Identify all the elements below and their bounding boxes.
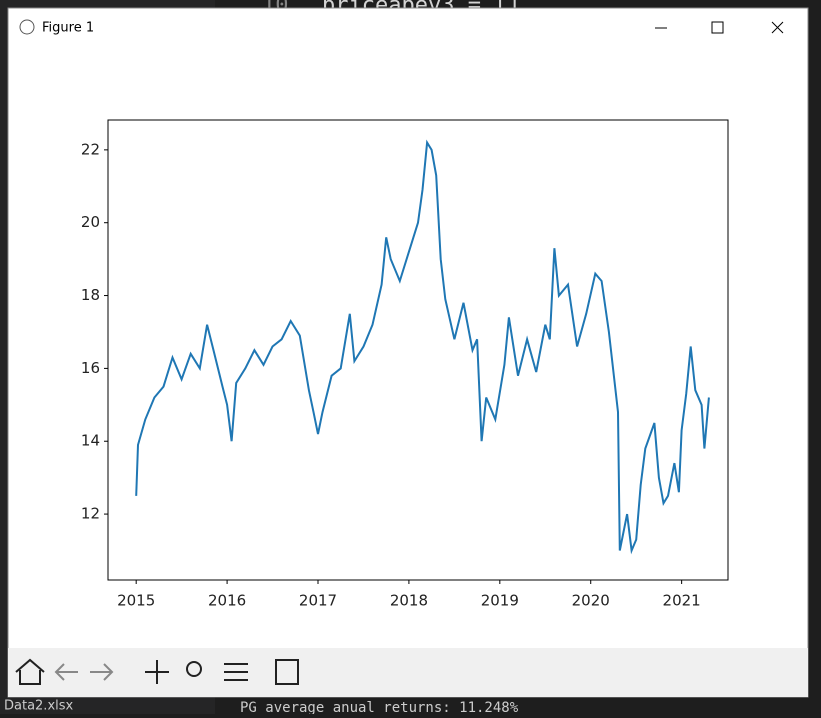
y-tick-label: 22 (81, 140, 100, 158)
file-item[interactable]: Data2.xlsx (4, 699, 74, 714)
chart: 12 14 16 18 20 22 2015 2016 2017 2018 2019 2020 2021 (81, 119, 729, 610)
x-tick-label: 2021 (663, 592, 701, 610)
toolbar (8, 648, 808, 697)
y-tick-label: 12 (81, 505, 100, 523)
y-tick-label: 20 (81, 213, 100, 231)
window-title: Figure 1 (42, 21, 94, 36)
configure-button[interactable] (224, 663, 248, 681)
y-tick-label: 14 (81, 432, 100, 450)
back-button[interactable] (54, 663, 78, 681)
forward-button[interactable] (90, 663, 114, 681)
x-tick-label: 2020 (572, 592, 610, 610)
y-tick-label: 18 (81, 286, 100, 304)
x-tick-label: 2019 (481, 592, 519, 610)
y-tick-label: 16 (81, 359, 100, 377)
terminal-output: PG average anual returns: 11.248% (240, 700, 519, 714)
app-icon (19, 19, 35, 35)
toolbar-buttons (15, 658, 299, 685)
price-line (135, 139, 710, 555)
x-tick-label: 2016 (208, 592, 246, 610)
close-button[interactable] (771, 21, 784, 34)
figure-window (7, 7, 809, 698)
x-tick-label: 2018 (390, 592, 428, 610)
home-button[interactable] (15, 658, 45, 685)
save-button[interactable] (275, 659, 299, 685)
zoom-button[interactable] (186, 661, 202, 677)
maximize-button[interactable] (711, 21, 724, 34)
x-tick-label: 2015 (117, 592, 155, 610)
plot-frame (107, 119, 729, 581)
pan-button[interactable] (145, 660, 169, 684)
x-tick-label: 2017 (299, 592, 337, 610)
